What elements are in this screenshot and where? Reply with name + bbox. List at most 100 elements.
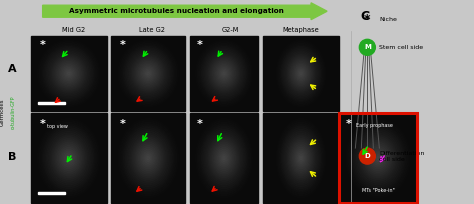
Text: *: *	[364, 13, 371, 26]
Ellipse shape	[122, 45, 174, 102]
Ellipse shape	[129, 133, 167, 183]
Ellipse shape	[375, 154, 381, 162]
Text: Niche: Niche	[379, 17, 397, 22]
Ellipse shape	[368, 145, 388, 171]
Ellipse shape	[276, 40, 326, 107]
Ellipse shape	[214, 61, 234, 85]
Ellipse shape	[282, 48, 320, 99]
Ellipse shape	[359, 135, 397, 181]
Text: top view: top view	[47, 124, 68, 129]
Ellipse shape	[353, 128, 403, 189]
Ellipse shape	[280, 45, 322, 102]
Ellipse shape	[43, 46, 94, 101]
Ellipse shape	[53, 57, 84, 90]
Ellipse shape	[39, 42, 99, 105]
Ellipse shape	[50, 135, 87, 181]
Ellipse shape	[137, 144, 159, 172]
Text: *: *	[39, 40, 45, 50]
Ellipse shape	[284, 51, 318, 96]
Text: A: A	[8, 64, 16, 74]
Ellipse shape	[281, 46, 321, 101]
Ellipse shape	[284, 131, 318, 185]
Ellipse shape	[50, 54, 87, 93]
Bar	[111, 113, 185, 203]
Ellipse shape	[350, 124, 406, 192]
Text: M: M	[364, 44, 371, 50]
Ellipse shape	[285, 52, 317, 95]
Ellipse shape	[282, 128, 320, 189]
Ellipse shape	[288, 136, 314, 180]
Circle shape	[359, 148, 375, 164]
Ellipse shape	[283, 129, 319, 187]
Ellipse shape	[197, 42, 251, 105]
Ellipse shape	[364, 140, 392, 176]
Ellipse shape	[357, 133, 399, 183]
Ellipse shape	[64, 69, 73, 78]
Ellipse shape	[215, 145, 233, 171]
Text: MTs "Poke-in": MTs "Poke-in"	[362, 188, 394, 193]
Bar	[339, 113, 417, 203]
Ellipse shape	[294, 64, 308, 82]
Ellipse shape	[294, 147, 308, 169]
Ellipse shape	[146, 154, 151, 162]
Bar	[190, 36, 258, 111]
Ellipse shape	[221, 154, 227, 162]
Ellipse shape	[126, 129, 170, 187]
Text: Differentiation
cell side: Differentiation cell side	[379, 151, 425, 162]
Bar	[190, 113, 258, 203]
Bar	[38, 192, 65, 194]
Bar	[263, 113, 339, 203]
Ellipse shape	[56, 60, 82, 87]
Ellipse shape	[295, 66, 307, 81]
Text: *: *	[39, 119, 45, 129]
Ellipse shape	[374, 153, 383, 163]
Text: Late G2: Late G2	[139, 27, 164, 33]
Ellipse shape	[59, 63, 79, 84]
Ellipse shape	[143, 151, 154, 165]
Ellipse shape	[295, 149, 307, 167]
Ellipse shape	[144, 153, 152, 163]
Ellipse shape	[62, 66, 76, 81]
Ellipse shape	[300, 156, 302, 160]
Ellipse shape	[285, 133, 317, 183]
Ellipse shape	[197, 120, 251, 196]
Ellipse shape	[223, 156, 225, 160]
Ellipse shape	[206, 52, 242, 95]
Ellipse shape	[356, 131, 400, 185]
Ellipse shape	[40, 122, 97, 194]
Ellipse shape	[209, 136, 239, 180]
Ellipse shape	[372, 151, 384, 165]
Ellipse shape	[209, 55, 239, 92]
Ellipse shape	[141, 149, 155, 167]
Ellipse shape	[42, 124, 96, 192]
Ellipse shape	[133, 57, 163, 90]
Ellipse shape	[47, 131, 90, 185]
Ellipse shape	[207, 54, 241, 93]
Ellipse shape	[56, 142, 82, 174]
Ellipse shape	[118, 40, 178, 107]
Ellipse shape	[198, 43, 250, 104]
Ellipse shape	[288, 55, 314, 92]
Ellipse shape	[280, 124, 322, 192]
Ellipse shape	[277, 42, 325, 105]
Ellipse shape	[220, 69, 228, 78]
Ellipse shape	[198, 122, 250, 194]
Ellipse shape	[129, 52, 167, 95]
Ellipse shape	[277, 120, 325, 196]
Ellipse shape	[128, 131, 169, 185]
Text: *: *	[119, 119, 125, 129]
Ellipse shape	[203, 49, 245, 98]
Ellipse shape	[218, 66, 230, 81]
Ellipse shape	[292, 61, 310, 85]
Ellipse shape	[299, 70, 303, 76]
Ellipse shape	[45, 48, 93, 99]
Ellipse shape	[291, 142, 311, 174]
Circle shape	[359, 39, 375, 55]
Ellipse shape	[215, 63, 233, 84]
Ellipse shape	[291, 60, 311, 87]
Ellipse shape	[211, 58, 237, 89]
Ellipse shape	[67, 72, 70, 75]
Text: *: *	[119, 40, 125, 50]
Ellipse shape	[63, 67, 74, 80]
Ellipse shape	[132, 136, 164, 180]
